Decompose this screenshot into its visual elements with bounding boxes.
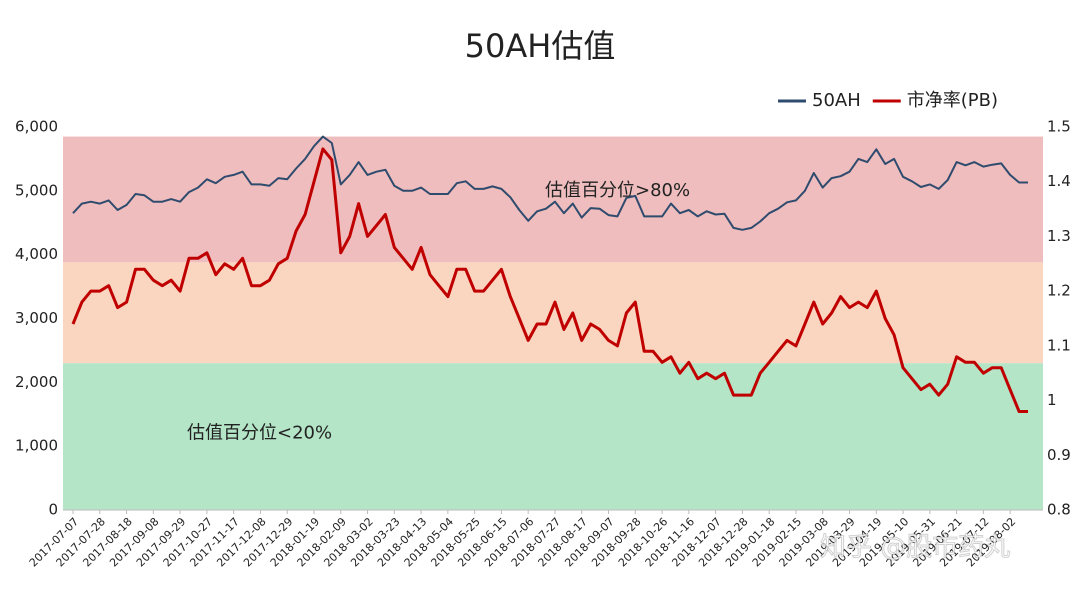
y2-tick-label: 1.2 [1047, 282, 1071, 300]
y-tick-label: 5,000 [15, 181, 58, 199]
y-tick-label: 3,000 [15, 309, 58, 327]
y-tick-label: 6,000 [15, 118, 58, 136]
y2-tick-label: 1.3 [1047, 227, 1071, 245]
series-line [72, 135, 1028, 231]
watermark: 知乎 @股市药丸 [820, 533, 1010, 563]
y-tick-label: 0 [48, 501, 58, 519]
annotation: 估值百分位>80% [545, 180, 690, 201]
band [63, 136, 1043, 263]
y2-tick-label: 0.8 [1047, 501, 1071, 519]
y2-tick-label: 1 [1047, 391, 1057, 409]
annotation: 估值百分位<20% [187, 422, 332, 443]
y2-tick-label: 0.9 [1047, 446, 1071, 464]
y-tick-label: 1,000 [15, 437, 58, 455]
chart-title: 50AH估值 [465, 27, 616, 65]
y2-tick-label: 1.4 [1047, 172, 1071, 190]
band [63, 262, 1043, 364]
legend-label: 50AH [812, 90, 861, 111]
y2-tick-label: 1.5 [1047, 118, 1071, 136]
y2-tick-label: 1.1 [1047, 336, 1071, 354]
band [63, 363, 1043, 510]
y-tick-label: 4,000 [15, 245, 58, 263]
y-tick-label: 2,000 [15, 373, 58, 391]
legend-label: 市净率(PB) [907, 90, 998, 111]
series-line [71, 147, 1028, 413]
